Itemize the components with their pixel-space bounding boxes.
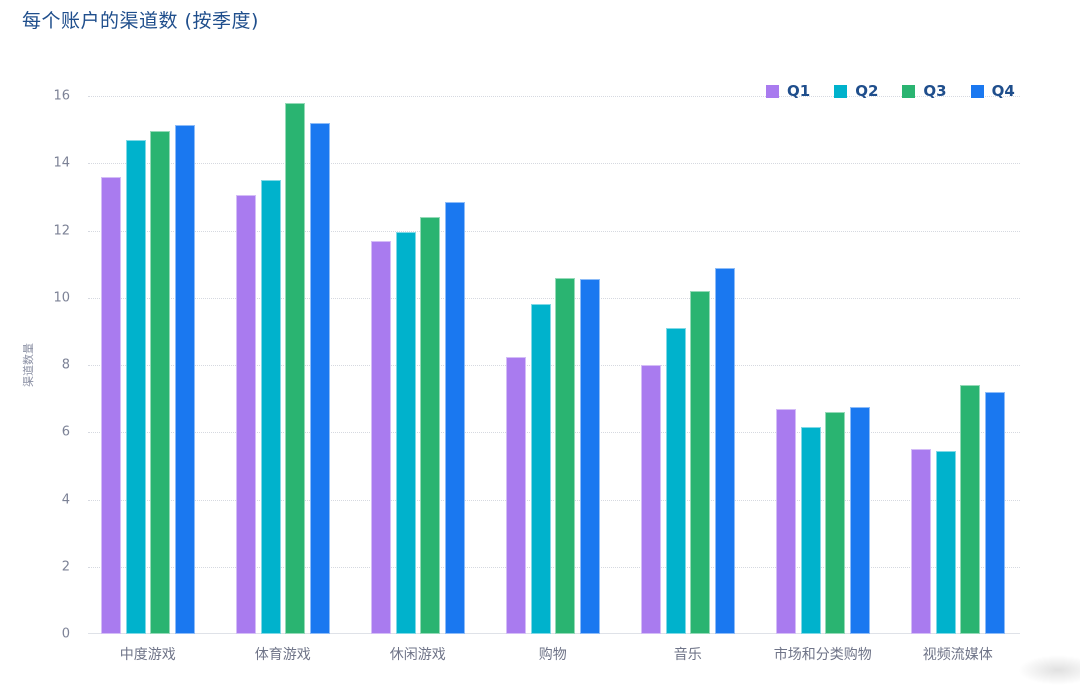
y-tick-label: 12 (53, 223, 70, 238)
bar-q2[interactable] (935, 450, 956, 634)
bar-q1[interactable] (776, 408, 796, 634)
corner-shadow (1018, 655, 1080, 685)
y-tick-label: 8 (61, 357, 70, 373)
y-tick-label: 0 (61, 626, 70, 642)
bar-q3[interactable] (420, 217, 440, 634)
bar-q2[interactable] (260, 180, 281, 634)
gridline (88, 297, 1020, 299)
bar-q2[interactable] (395, 232, 416, 634)
x-axis-line (88, 633, 1020, 634)
x-tick-label: 音乐 (673, 647, 702, 663)
legend-item-q2[interactable]: Q2 (834, 82, 878, 100)
chart-title: 每个账户的渠道数 (按季度) (22, 10, 259, 32)
gridline (88, 566, 1020, 568)
legend-item-q3[interactable]: Q3 (902, 82, 947, 100)
x-tick-label: 购物 (538, 647, 567, 663)
x-tick-label: 休闲游戏 (389, 647, 446, 663)
bar-q2[interactable] (125, 139, 146, 634)
bar-q1[interactable] (236, 195, 256, 634)
plot-area (88, 96, 1020, 634)
legend-swatch-icon (766, 84, 779, 98)
legend-label: Q1 (787, 82, 811, 100)
legend-label: Q3 (923, 82, 947, 100)
legend-swatch-icon (902, 84, 916, 98)
legend-item-q1[interactable]: Q1 (766, 82, 810, 100)
bar-q2[interactable] (800, 427, 821, 634)
x-tick-label: 中度游戏 (119, 647, 176, 663)
legend-swatch-icon (834, 84, 848, 98)
bar-q1[interactable] (101, 176, 121, 634)
bar-q4[interactable] (174, 124, 195, 634)
y-tick-label: 4 (61, 492, 70, 507)
bar-q3[interactable] (285, 102, 305, 634)
y-tick-label: 2 (61, 559, 70, 575)
gridline (88, 365, 1020, 366)
gridline (88, 96, 1020, 97)
x-tick-label: 视频流媒体 (922, 647, 993, 663)
legend: Q1 Q2 Q3 Q4 (766, 82, 1039, 100)
bar-q2[interactable] (530, 304, 551, 634)
gridline (88, 230, 1020, 232)
y-tick-label: 10 (53, 290, 70, 306)
x-tick-label: 市场和分类购物 (773, 647, 872, 663)
y-tick-label: 14 (53, 155, 70, 171)
gridline (88, 499, 1020, 501)
gridline (88, 432, 1020, 434)
bar-q4[interactable] (579, 279, 600, 634)
bar-q4[interactable] (984, 391, 1005, 634)
gridline (88, 163, 1020, 165)
bar-q1[interactable] (371, 240, 391, 634)
bar-q4[interactable] (444, 201, 465, 634)
bar-q2[interactable] (665, 328, 686, 634)
legend-label: Q2 (855, 82, 879, 100)
y-tick-label: 6 (61, 424, 70, 440)
bar-q1[interactable] (506, 356, 526, 634)
bar-q3[interactable] (690, 291, 710, 634)
legend-swatch-icon (970, 84, 984, 98)
bar-q4[interactable] (849, 407, 870, 634)
bar-q1[interactable] (641, 365, 661, 634)
bar-q3[interactable] (555, 277, 575, 634)
bar-q1[interactable] (911, 449, 931, 634)
legend-label: Q4 (991, 82, 1015, 100)
x-tick-label: 体育游戏 (254, 647, 311, 663)
bar-q3[interactable] (150, 131, 170, 634)
y-tick-label: 16 (53, 88, 70, 104)
bar-q4[interactable] (309, 122, 330, 634)
bar-q3[interactable] (825, 412, 845, 634)
bar-q3[interactable] (960, 385, 980, 634)
legend-item-q4[interactable]: Q4 (970, 82, 1015, 100)
bar-q4[interactable] (714, 267, 735, 634)
